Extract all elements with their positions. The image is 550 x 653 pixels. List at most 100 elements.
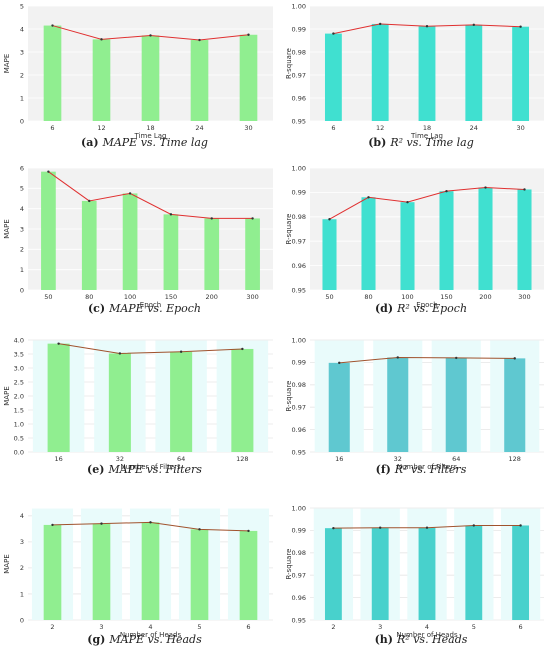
- y-tick-label: 1.0: [14, 420, 24, 428]
- x-tick-label: 6: [246, 623, 250, 631]
- x-tick-label: 50: [44, 293, 52, 301]
- panel-caption: (h) R² vs. Heads: [375, 633, 468, 646]
- trend-point: [519, 25, 522, 28]
- trend-point: [128, 192, 132, 195]
- caption-letter: (c): [88, 302, 105, 315]
- x-tick-label: 300: [246, 293, 258, 301]
- bar-64: [170, 351, 193, 452]
- chart-panel-d: 0.95 0.96 0.97 0.98 0.99 1.00 50 80 100 150 200 300…: [285, 164, 544, 315]
- trend-point: [472, 23, 475, 27]
- trend-point: [332, 32, 335, 35]
- bar-200: [204, 218, 220, 290]
- caption-letter: (g): [87, 633, 105, 646]
- x-tick-label: 300: [518, 293, 530, 301]
- y-tick-label: 1.00: [292, 2, 306, 10]
- x-tick-label: 80: [364, 293, 372, 301]
- y-tick-label: 1: [20, 266, 24, 274]
- bar-6: [239, 530, 258, 620]
- bar-4: [141, 522, 160, 620]
- x-axis-label: Number of Heads: [396, 631, 458, 639]
- x-tick-label: 16: [335, 455, 343, 463]
- chart-panel-f: 0.95 0.96 0.97 0.98 0.99 1.00 16 32 64 128 Number …: [285, 336, 544, 476]
- trend-line: [58, 343, 243, 354]
- y-tick-label: 0.0: [14, 448, 24, 456]
- bar-200: [478, 187, 493, 290]
- bar-4: [418, 527, 436, 620]
- x-tick-label: 2: [331, 623, 335, 631]
- y-tick-label: 2: [20, 246, 24, 254]
- y-tick-label: 4: [20, 25, 24, 33]
- x-tick-label: 5: [472, 623, 476, 631]
- caption-letter: (e): [87, 463, 104, 476]
- x-tick-label: 150: [165, 293, 177, 301]
- x-tick-label: 80: [85, 293, 93, 301]
- panel-caption: (a) MAPE vs. Time lag: [81, 136, 208, 149]
- y-tick-label: 1: [20, 94, 24, 102]
- bar-6: [43, 25, 62, 121]
- y-axis-label: R-square: [285, 381, 293, 412]
- trend-point: [396, 356, 399, 359]
- trend-point: [51, 523, 54, 527]
- y-tick-label: 2.5: [14, 378, 24, 386]
- bar-32: [387, 357, 409, 452]
- x-tick-label: 150: [440, 293, 452, 301]
- trend-line: [339, 356, 515, 364]
- y-tick-label: 5: [20, 2, 24, 10]
- chart-panel-h: 0.95 0.96 0.97 0.98 0.99 1.00 2 3 4 5 6 Number of H…: [285, 504, 544, 646]
- trend-point: [100, 38, 103, 41]
- caption-text: MAPE vs. Heads: [108, 633, 202, 646]
- trend-point: [406, 200, 409, 204]
- y-axis-label: MAPE: [3, 554, 11, 573]
- trend-point: [100, 522, 103, 525]
- x-tick-label: 18: [423, 124, 431, 132]
- caption-letter: (d): [375, 302, 393, 315]
- x-axis-label: Time Lag: [134, 132, 167, 140]
- y-tick-label: 5: [20, 185, 24, 193]
- y-tick-label: 0.99: [292, 527, 306, 535]
- trend-point: [149, 34, 152, 37]
- caption-letter: (h): [375, 633, 393, 646]
- y-tick-label: 1.00: [292, 164, 306, 172]
- panel-caption: (c) MAPE vs. Epoch: [88, 302, 201, 315]
- trend-point: [425, 526, 429, 529]
- trend-point: [379, 526, 382, 529]
- x-tick-label: 6: [519, 623, 523, 631]
- x-tick-label: 3: [99, 623, 103, 631]
- trend-point: [210, 217, 213, 220]
- panel-caption: (e) MAPE vs. Filters: [87, 463, 202, 476]
- bar-150: [439, 191, 454, 290]
- bar-50: [322, 219, 337, 290]
- x-tick-label: 64: [452, 455, 460, 463]
- trend-point: [247, 529, 250, 533]
- y-tick-label: 2: [20, 564, 24, 572]
- y-tick-label: 0.95: [292, 117, 306, 125]
- x-axis-label: Epoch: [140, 301, 161, 309]
- x-tick-label: 18: [146, 124, 154, 132]
- caption-text: MAPE vs. Epoch: [108, 302, 201, 315]
- x-tick-label: 12: [376, 124, 384, 132]
- trend-point: [455, 356, 458, 360]
- trend-point: [251, 217, 254, 220]
- panel-caption: (b) R² vs. Time lag: [368, 136, 474, 149]
- trend-point: [379, 22, 382, 26]
- trend-point: [118, 352, 122, 355]
- y-tick-label: 0.99: [292, 189, 306, 197]
- y-tick-label: 0.98: [292, 213, 306, 221]
- caption-text: MAPE vs. Time lag: [102, 136, 208, 149]
- trend-point: [519, 524, 522, 527]
- chart-panel-b: 0.95 0.96 0.97 0.98 0.99 1.00 6 12 18 24 30 Time La…: [285, 2, 544, 149]
- bar-2: [324, 528, 342, 620]
- x-tick-label: 24: [470, 124, 478, 132]
- x-tick-label: 128: [236, 455, 248, 463]
- trend-point: [328, 218, 331, 221]
- bar-80: [361, 197, 376, 290]
- x-tick-label: 100: [401, 293, 413, 301]
- panel-caption: (f) R² vs. Filters: [376, 463, 467, 476]
- y-axis-label: R-square: [285, 549, 293, 580]
- y-tick-label: 0.96: [292, 262, 306, 270]
- bar-100: [400, 202, 415, 290]
- trend-point: [149, 521, 152, 524]
- x-tick-label: 32: [116, 455, 124, 463]
